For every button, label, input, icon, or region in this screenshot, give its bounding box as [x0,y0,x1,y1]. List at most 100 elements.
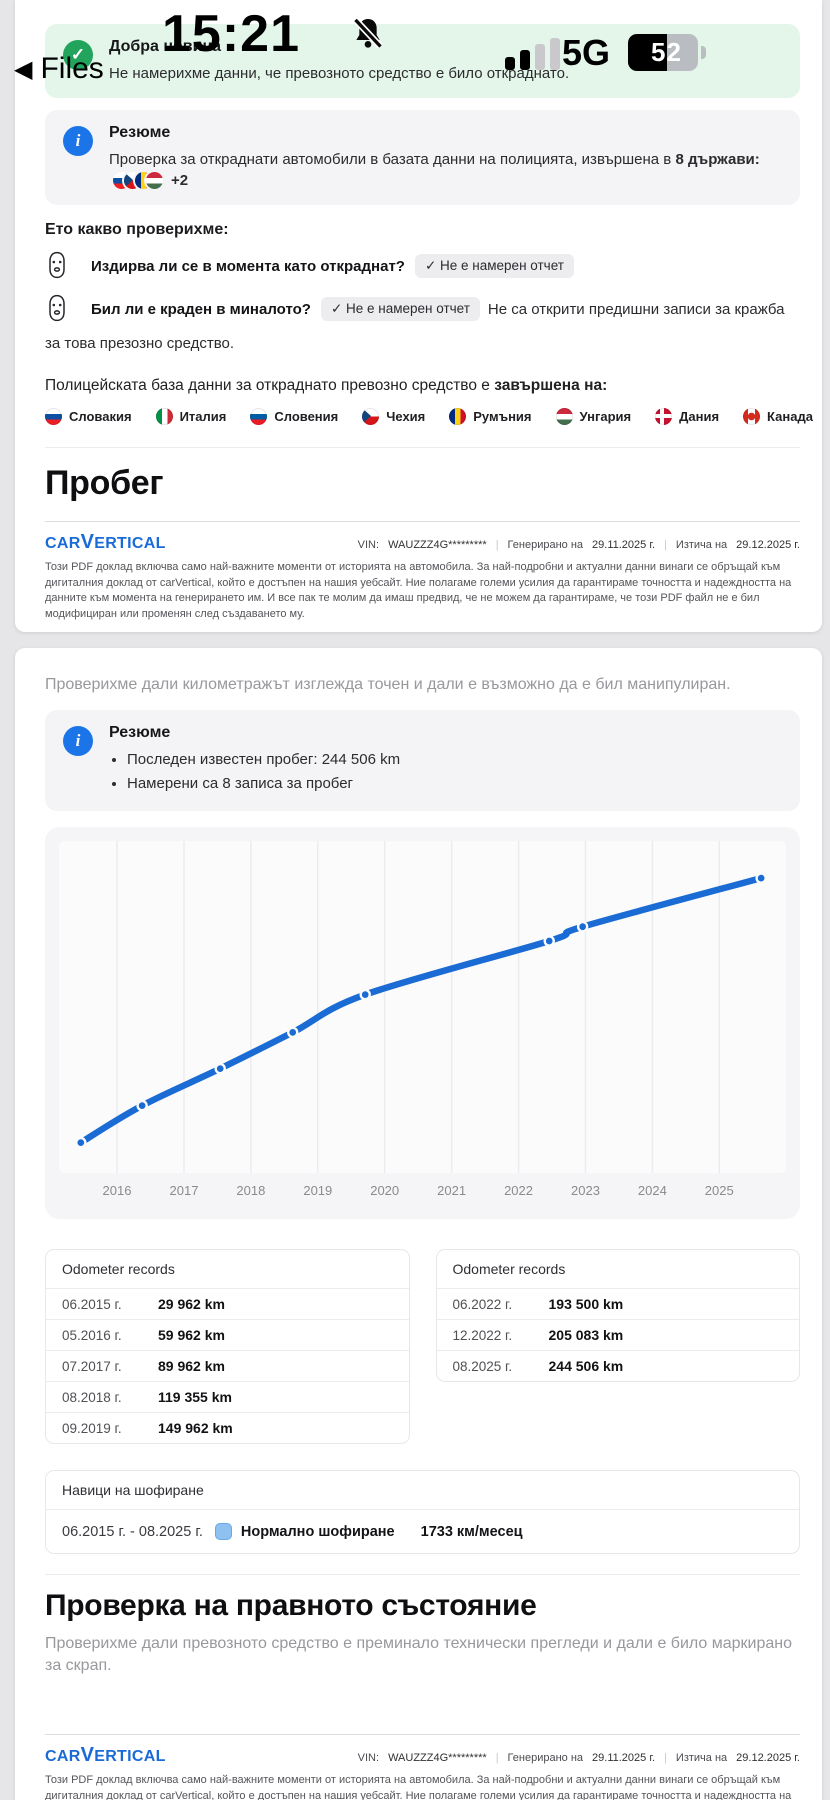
logo-text: CAR [45,1748,81,1766]
vin-label: VIN: [357,1752,380,1765]
x-axis-label: 2023 [571,1183,600,1199]
check-circle-icon: ✓ [63,40,93,70]
country-name: Румъния [473,409,532,424]
back-label: Files [40,52,104,85]
summary-bullet-list: Последен известен пробег: 244 506 km Нам… [127,749,400,794]
x-axis-label: 2022 [504,1183,533,1199]
x-axis-label: 2019 [303,1183,333,1199]
country-name: Дания [679,409,720,424]
good-news-content: Добра новина Не намерихме данни, че прев… [109,38,569,84]
check-question: Издирва ли се в момента като откраднат? [91,258,405,275]
hungary-flag-icon [146,172,163,189]
x-axis-label: 2025 [704,1183,734,1199]
countries-row: Словакия Италия Словения Чехия Румъния У… [45,408,813,425]
country-item: Словакия [45,408,132,425]
habits-rate: 1733 км/месец [420,1523,523,1540]
expires-date: 29.12.2025 г. [736,539,800,551]
check-question: Бил ли е краден в миналото? [91,301,311,318]
mileage-line-chart [75,841,767,1174]
logo-text: CAR [45,535,81,552]
x-axis-label: 2024 [637,1183,667,1199]
x-axis-label: 2018 [236,1183,266,1199]
record-km: 119 355 km [158,1389,232,1406]
generated-date: 29.11.2025 г. [592,1752,656,1765]
mileage-summary-card: i Резюме Последен известен пробег: 244 5… [45,710,800,812]
police-database-bold: завършена на: [494,377,608,394]
record-date: 08.2025 г. [452,1358,513,1374]
info-icon: i [63,726,93,757]
habits-row: 06.2015 г. - 08.2025 г. Нормално шофиран… [46,1510,799,1553]
mileage-intro: Проверихме дали километражът изглежда то… [45,676,731,694]
record-date: 05.2016 г. [62,1327,122,1343]
logo-text: ERTICAL [94,535,166,552]
vin-value: WAUZZZ4G********* [388,539,487,551]
country-item: Словения [250,408,338,425]
good-news-body: Не намерихме данни, че превозното средст… [109,65,570,82]
generated-label: Генерирано на [507,1752,584,1765]
country-name: Канада [767,409,813,424]
legal-intro: Проверихме дали превозното средство е пр… [45,1635,793,1674]
report-footer: CARVERTICAL VIN: WAUZZZ4G********* | Гене… [45,1734,800,1800]
country-item: Унгария [555,408,631,425]
files-back-button[interactable]: ◀ Files [14,52,104,86]
separator: | [664,539,667,551]
record-date: 09.2019 г. [62,1420,122,1436]
x-axis-label: 2021 [437,1183,467,1199]
pdf-page-2: Проверихме дали километражът изглежда то… [15,648,822,1800]
summary-content: Резюме Проверка за откраднати автомобили… [109,124,784,191]
denmark-flag-icon [655,408,673,425]
checked-heading: Ето какво проверихме: [45,221,229,238]
italy-flag-icon [155,408,173,425]
footer-meta: VIN: WAUZZZ4G********* | Генерирано на 29.… [358,1752,800,1764]
check-row-past: Бил ли е краден в миналото? ✓ Не е намере… [45,294,800,357]
pdf-page-1: ✓ Добра новина Не намерихме данни, че пр… [15,0,822,633]
romania-flag-icon [449,408,467,425]
balaclava-icon [45,294,69,331]
back-chevron-icon: ◀ [14,55,33,83]
record-km: 193 500 km [548,1296,624,1313]
summary-flag-stack [113,172,163,189]
section-divider [45,1574,800,1576]
carvertical-logo: CARVERTICAL [45,1744,166,1767]
balaclava-icon [45,251,69,290]
table-row: 08.2025 г. 244 506 km [437,1351,800,1381]
footer-meta: VIN: WAUZZZ4G********* | Генерирано на 29.… [358,539,800,551]
country-item: Дания [655,408,719,425]
separator: | [495,1752,499,1765]
info-icon: i [63,126,93,156]
driving-habits-card: Навици на шофиране 06.2015 г. - 08.2025 … [45,1470,800,1555]
table-row: 09.2019 г. 149 962 km [46,1413,409,1443]
legal-heading: Проверка на правното състояние [45,1589,537,1623]
record-date: 12.2022 г. [452,1327,513,1343]
mileage-summary-content: Резюме Последен известен пробег: 244 506… [109,724,400,797]
mileage-heading: Пробег [45,464,164,502]
good-news-card: ✓ Добра новина Не намерихме данни, че пр… [45,24,800,98]
good-news-title: Добра новина [109,38,222,55]
vin-value: WAUZZZ4G********* [388,1752,487,1765]
check-result-badge: ✓ Не е намерен отчет [320,297,480,321]
country-item: Канада [743,408,813,425]
hungary-flag-icon [555,408,573,425]
footer-meta-row: CARVERTICAL VIN: WAUZZZ4G********* | Гене… [45,531,800,554]
record-km: 244 506 km [548,1358,624,1375]
police-database-text: Полицейската база данни за откраднато пр… [45,377,495,394]
table-header: Odometer records [46,1250,409,1290]
record-km: 205 083 km [548,1327,624,1344]
odometer-table-1: Odometer records 06.2015 г. 29 962 km 05.… [45,1249,410,1445]
check-result-badge: ✓ Не е намерен отчет [414,254,574,278]
more-countries-label: +2 [171,172,189,189]
table-row: 06.2022 г. 193 500 km [436,1289,799,1321]
x-axis-label: 2020 [370,1183,400,1199]
expires-label: Изтича на [675,1752,728,1765]
summary-bullet: Намерени са 8 записа за пробег [127,773,400,794]
mileage-summary-title: Резюме [109,724,171,742]
habits-period: 06.2015 г. - 08.2025 г. [62,1523,203,1540]
spacer [45,1676,800,1716]
odometer-tables-row: Odometer records 06.2015 г. 29 962 km 05.… [45,1249,800,1445]
separator: | [495,539,499,551]
logo-v-mark: V [80,1744,95,1767]
canada-flag-icon [743,408,761,425]
logo-text: ERTICAL [94,1748,166,1766]
record-km: 29 962 km [158,1296,225,1313]
police-database-line: Полицейската база данни за откраднато пр… [45,377,800,395]
